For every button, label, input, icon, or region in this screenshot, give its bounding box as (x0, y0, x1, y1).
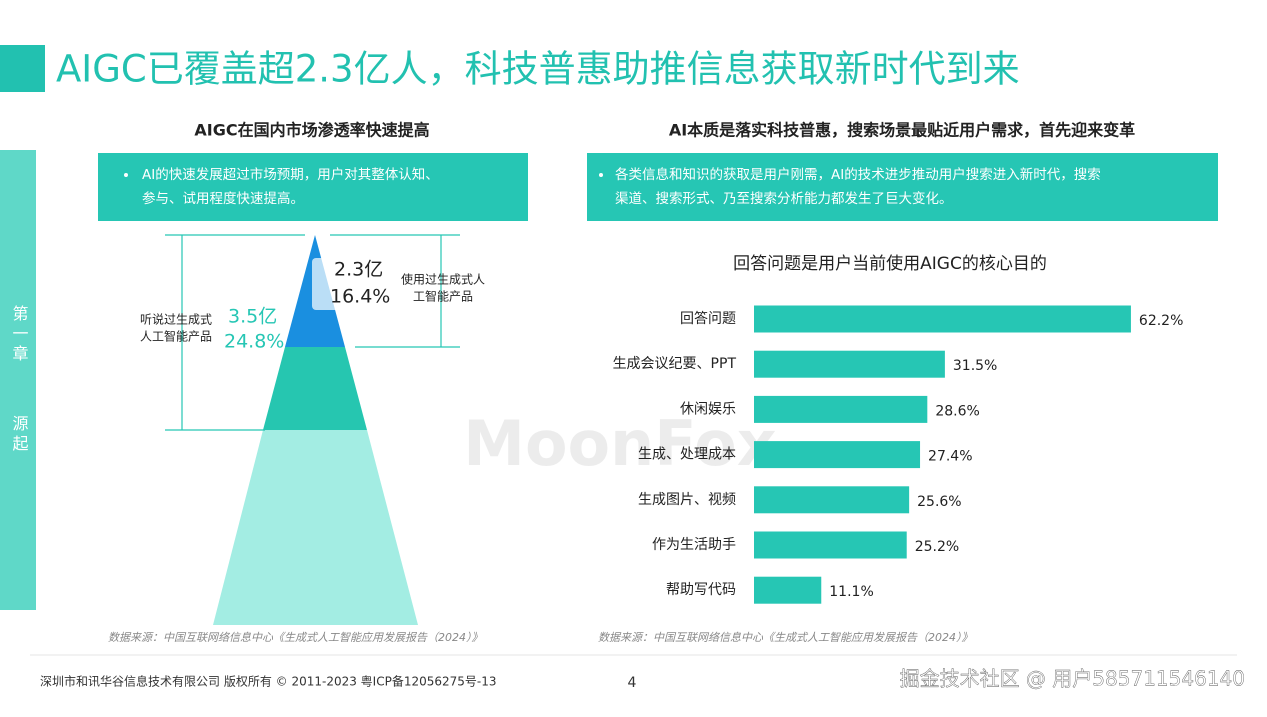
value-label: 31.5% (953, 358, 997, 374)
left-heading: AIGC在国内市场渗透率快速提高 (194, 121, 429, 140)
bullet-dot (599, 173, 603, 177)
watermark: MoonFox (463, 407, 776, 480)
source: 数据来源：中国互联网络信息中心《生成式人工智能应用发展报告（2024）》 (598, 631, 973, 644)
pyramid-top-label: 使用过生成式人 (401, 272, 485, 287)
bullet-dot (124, 173, 128, 177)
bar (754, 486, 910, 514)
value-label: 62.2% (1139, 313, 1183, 329)
pyramid-bottom (213, 430, 418, 625)
right-heading: AI本质是落实科技普惠，搜索场景最贴近用户需求，首先迎来变革 (669, 121, 1135, 140)
category-label: 帮助写代码 (666, 582, 736, 598)
left-box (98, 153, 528, 221)
footer-copyright: 深圳市和讯华谷信息技术有限公司 版权所有 © 2011-2023 粤ICP备12… (40, 674, 497, 689)
category-label: 生成、处理成本 (638, 447, 736, 463)
title-marker (0, 45, 45, 92)
sidebar-section: 源起 (10, 415, 29, 455)
pyramid-middle (263, 347, 367, 430)
bar (754, 305, 1131, 333)
pyramid-top-value: 2.3亿 (334, 259, 383, 281)
value-label: 28.6% (935, 403, 979, 419)
pyramid-top-pct: 16.4% (330, 286, 390, 308)
bracket (165, 234, 460, 431)
category-label: 回答问题 (680, 310, 736, 327)
value-label: 25.6% (917, 494, 961, 510)
pyramid-top-label: 工智能产品 (413, 289, 473, 304)
pyramid-mid-value: 3.5亿 (228, 306, 277, 328)
sidebar-chapter: 第一章 (10, 305, 29, 365)
bar (754, 395, 928, 423)
category-label: 作为生活助手 (652, 537, 736, 553)
sidebar (0, 150, 36, 610)
left-bullet: 参与、试用程度快速提高。 (142, 190, 304, 207)
label-bg (312, 258, 340, 310)
slide-title: AIGC已覆盖超2.3亿人，科技普惠助推信息获取新时代到来 (56, 48, 1020, 91)
right-box (587, 153, 1218, 221)
value-label: 25.2% (915, 539, 959, 555)
page-number: 4 (628, 675, 637, 691)
chart-title: 回答问题是用户当前使用AIGC的核心目的 (733, 253, 1047, 274)
bar (754, 576, 822, 604)
category-label: 生成图片、视频 (638, 492, 736, 508)
value-label: 27.4% (928, 449, 972, 465)
pyramid-mid-pct: 24.8% (224, 331, 284, 353)
left-bullet: AI的快速发展超过市场预期，用户对其整体认知、 (142, 166, 439, 183)
pyramid-mid-label: 听说过生成式 (140, 312, 212, 327)
right-bullet: 渠道、搜索形式、乃至搜索分析能力都发生了巨大变化。 (615, 191, 953, 207)
pyramid-mid-label: 人工智能产品 (140, 329, 212, 344)
value-label: 11.1% (829, 584, 873, 600)
bar (754, 441, 921, 469)
source: 数据来源：中国互联网络信息中心《生成式人工智能应用发展报告（2024）》 (108, 631, 483, 644)
bar-chart: 回答问题 62.2% 生成会议纪要、PPT 31.5% 休闲娱乐 28.6% 生成、处理成本… (613, 305, 1183, 604)
category-label: 生成会议纪要、PPT (613, 356, 737, 372)
category-label: 休闲娱乐 (680, 401, 736, 417)
footer-credit: 掘金技术社区 @ 用户585711546140 (900, 667, 1245, 691)
bar (754, 531, 907, 559)
right-bullet: 各类信息和知识的获取是用户刚需，AI的技术进步推动用户搜索进入新时代，搜索 (615, 166, 1101, 183)
bar (754, 350, 945, 378)
